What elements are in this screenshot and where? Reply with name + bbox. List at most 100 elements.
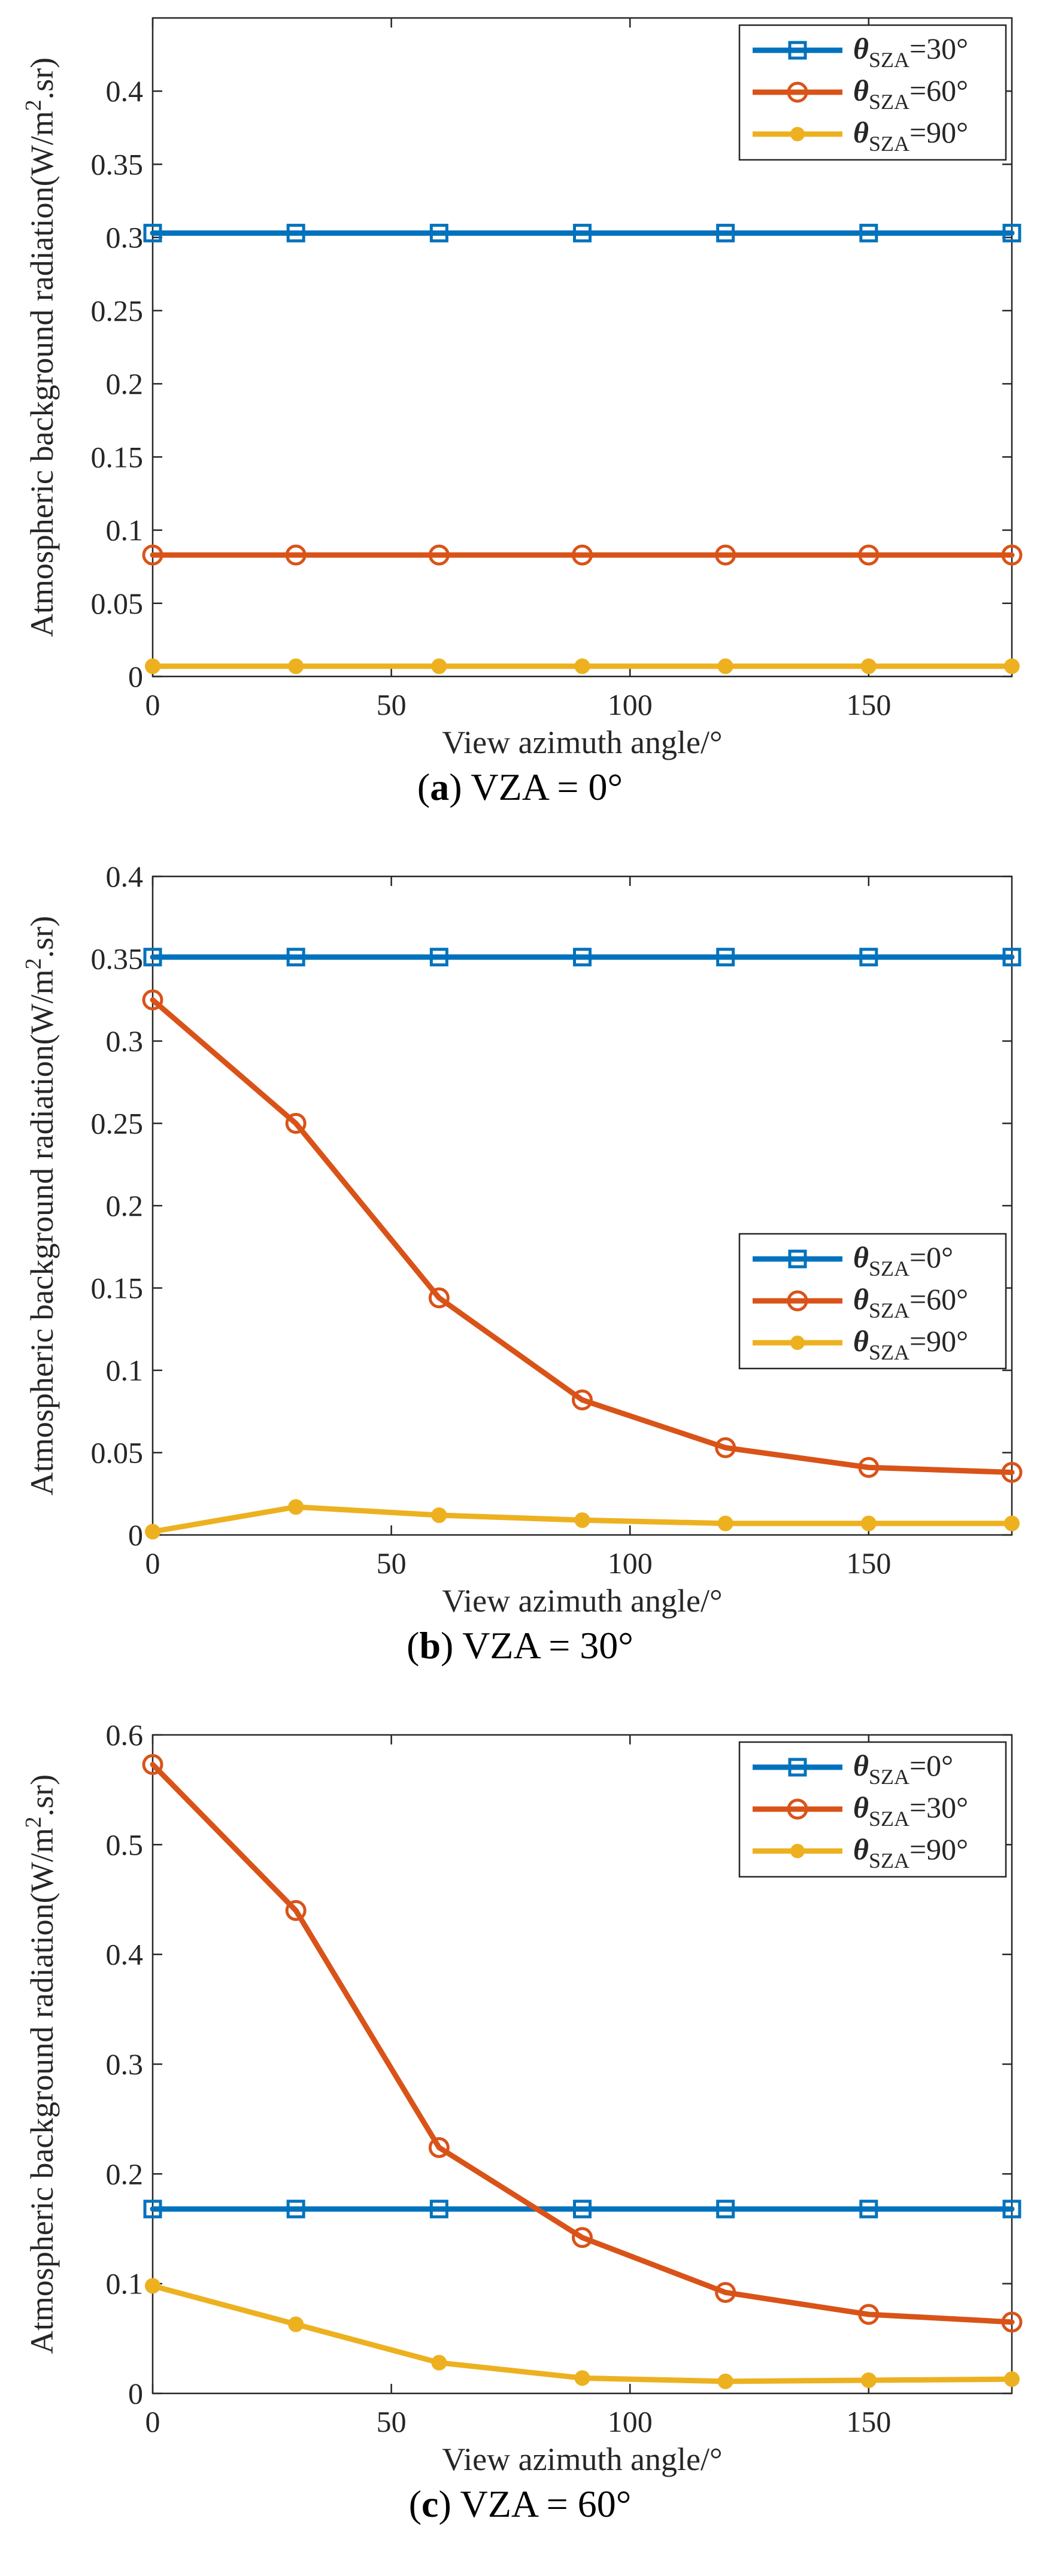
data-point-c-1-5 <box>858 2304 880 2325</box>
data-point-b-2-4 <box>717 1515 733 1531</box>
legend-marker-c-1 <box>787 1798 808 1820</box>
legend-marker-a-1 <box>787 81 808 103</box>
data-point-c-2-5 <box>860 2372 877 2388</box>
data-point-c-0-5 <box>859 2199 878 2219</box>
data-point-b-0-4 <box>716 948 735 967</box>
legend-label-a-1: θSZA=60° <box>853 74 968 114</box>
caption-c: (c) VZA = 60° <box>408 2483 632 2525</box>
y-tick-label-b-5: 0.25 <box>91 1107 144 1140</box>
data-point-a-0-6 <box>1002 223 1021 242</box>
data-point-c-2-0 <box>145 2278 160 2294</box>
x-tick-label-c-2: 100 <box>608 2405 653 2438</box>
data-point-a-2-3 <box>574 658 590 674</box>
y-tick-label-c-6: 0.6 <box>106 1718 144 1752</box>
data-point-a-2-2 <box>431 658 447 674</box>
data-point-a-1-1 <box>285 544 307 566</box>
data-point-b-2-2 <box>431 1507 447 1523</box>
x-tick-label-b-0: 0 <box>145 1546 160 1580</box>
data-point-b-0-0 <box>143 948 162 967</box>
data-point-b-1-2 <box>428 1287 450 1309</box>
legend-marker-c-0 <box>788 1758 807 1777</box>
chart-panel-b: 0 50 100 150 0 0.05 0.1 0.15 0.2 0.25 0.3 0.35 0.4 Vi… <box>0 858 1040 1717</box>
y-tick-label-c-3: 0.3 <box>106 2047 144 2081</box>
x-tick-label-b-1: 50 <box>377 1546 407 1580</box>
legend-marker-a-0 <box>788 41 807 60</box>
x-tick-label-a-1: 50 <box>377 688 407 721</box>
y-tick-label-b-4: 0.2 <box>106 1189 144 1222</box>
legend-label-a-0: θSZA=30° <box>853 32 968 72</box>
y-tick-label-c-1: 0.1 <box>106 2267 144 2301</box>
y-tick-label-b-2: 0.1 <box>106 1354 144 1387</box>
legend-marker-c-2 <box>790 1844 805 1858</box>
data-point-a-1-0 <box>142 544 163 566</box>
y-tick-label-a-8: 0.4 <box>106 74 144 108</box>
data-point-c-0-1 <box>286 2199 305 2219</box>
data-point-c-2-6 <box>1004 2371 1020 2387</box>
data-point-b-0-2 <box>429 948 448 967</box>
y-tick-label-a-2: 0.1 <box>106 514 144 547</box>
y-tick-label-a-5: 0.25 <box>91 294 144 327</box>
data-point-b-1-5 <box>858 1457 880 1478</box>
data-point-c-2-3 <box>574 2370 590 2386</box>
data-point-c-2-4 <box>717 2373 733 2389</box>
x-axis-label-b: View azimuth angle/° <box>442 1583 722 1619</box>
data-point-a-0-2 <box>429 223 448 242</box>
data-point-c-2-1 <box>288 2316 304 2332</box>
legend-label-b-1: θSZA=60° <box>853 1282 968 1322</box>
data-point-a-2-0 <box>145 658 160 674</box>
data-point-b-2-6 <box>1004 1515 1020 1531</box>
y-tick-label-b-6: 0.3 <box>106 1024 144 1058</box>
axes-box-b <box>151 875 1013 1536</box>
data-point-a-2-5 <box>860 658 877 674</box>
y-tick-label-a-1: 0.05 <box>91 587 144 620</box>
data-point-c-0-0 <box>143 2199 162 2219</box>
x-tick-label-b-3: 150 <box>846 1546 891 1580</box>
legend-marker-b-0 <box>788 1249 807 1269</box>
axes-box-c <box>151 1734 1013 2395</box>
legend-label-b-0: θSZA=0° <box>853 1240 953 1281</box>
x-tick-label-a-2: 100 <box>608 688 653 721</box>
y-tick-label-b-7: 0.35 <box>91 942 144 976</box>
legend-label-a-2: θSZA=90° <box>853 116 968 156</box>
legend-marker-b-2 <box>790 1336 805 1350</box>
legend-marker-a-2 <box>790 127 805 141</box>
data-point-c-1-0 <box>142 1754 163 1775</box>
data-point-c-2-2 <box>431 2354 447 2371</box>
data-point-c-1-6 <box>1001 2311 1023 2333</box>
series-line-b-1 <box>150 997 1015 1475</box>
y-tick-label-c-2: 0.2 <box>106 2157 144 2190</box>
data-point-a-0-5 <box>859 223 878 242</box>
data-point-c-1-2 <box>428 2137 450 2158</box>
data-point-c-1-3 <box>572 2227 593 2249</box>
caption-a: (a) VZA = 0° <box>417 766 623 808</box>
data-point-b-0-1 <box>286 948 305 967</box>
data-point-b-2-0 <box>145 1524 160 1540</box>
legend-label-c-0: θSZA=0° <box>853 1749 953 1789</box>
data-point-c-1-1 <box>285 1900 307 1921</box>
legend-label-b-2: θSZA=90° <box>853 1324 968 1364</box>
data-point-b-2-5 <box>860 1515 877 1531</box>
caption-b-text: VZA = 30° <box>462 1624 633 1667</box>
caption-c-letter: c <box>422 2483 439 2525</box>
y-tick-label-a-7: 0.35 <box>91 147 144 181</box>
data-point-a-2-1 <box>288 658 304 674</box>
y-tick-label-b-1: 0.05 <box>91 1436 144 1470</box>
data-point-c-0-4 <box>716 2199 735 2219</box>
data-point-c-1-4 <box>715 2281 736 2303</box>
data-point-a-0-1 <box>286 223 305 242</box>
y-tick-label-a-4: 0.2 <box>106 367 144 400</box>
caption-c-text: VZA = 60° <box>460 2483 632 2525</box>
data-point-a-1-3 <box>572 544 593 566</box>
y-tick-label-a-0: 0 <box>128 660 143 693</box>
y-tick-label-c-4: 0.4 <box>106 1938 144 1971</box>
y-tick-label-b-0: 0 <box>128 1518 143 1552</box>
caption-b: (b) VZA = 30° <box>407 1624 633 1667</box>
y-axis-label-c: Atmospheric background radiation(W/m2.sr… <box>21 1774 60 2354</box>
x-tick-label-c-1: 50 <box>377 2405 407 2438</box>
x-axis-label-c: View azimuth angle/° <box>442 2441 722 2477</box>
data-point-b-1-6 <box>1001 1462 1023 1483</box>
data-point-a-0-0 <box>143 223 162 242</box>
caption-a-text: VZA = 0° <box>471 766 623 808</box>
data-point-b-1-1 <box>285 1113 307 1134</box>
data-point-b-1-4 <box>715 1437 736 1458</box>
